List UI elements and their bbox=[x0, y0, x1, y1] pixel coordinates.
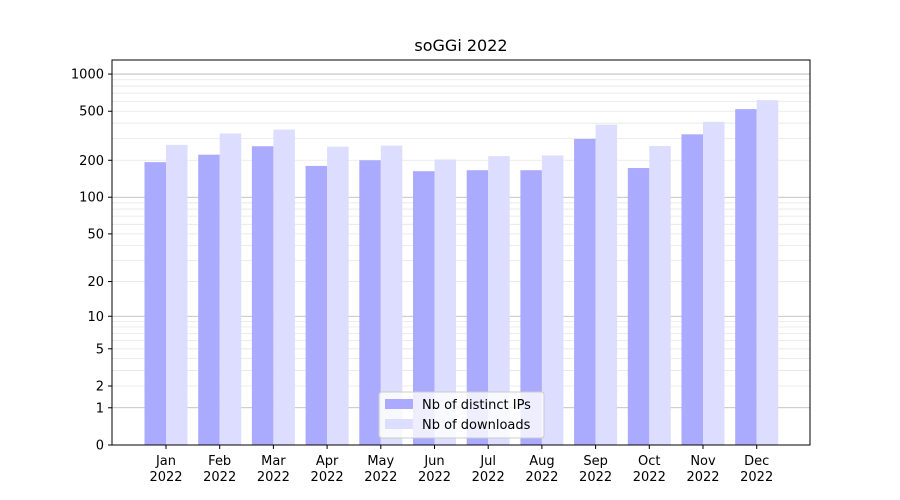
legend-swatch bbox=[385, 399, 413, 409]
bar bbox=[251, 146, 274, 445]
y-tick-label: 10 bbox=[87, 310, 104, 325]
x-axis: Jan 2022 Feb 2022 Mar 2022 Apr 2022 May 2022 Jun 20… bbox=[149, 445, 773, 485]
y-tick-label: 1 bbox=[96, 401, 104, 416]
bar bbox=[541, 155, 564, 445]
bar bbox=[327, 146, 349, 445]
legend-label: Nb of downloads bbox=[422, 418, 531, 433]
y-tick-label: 50 bbox=[87, 227, 104, 242]
y-tick-label: 0 bbox=[96, 439, 104, 454]
x-tick-label: Jul 2022 bbox=[472, 454, 505, 485]
x-tick-label: Nov 2022 bbox=[686, 454, 719, 485]
x-tick-label: May 2022 bbox=[364, 454, 397, 485]
x-tick-label: Sep 2022 bbox=[579, 454, 612, 485]
x-tick-label: Jun 2022 bbox=[418, 454, 451, 485]
x-tick-label: Mar 2022 bbox=[257, 454, 290, 485]
bar bbox=[413, 171, 435, 446]
y-axis: 0 1 2 5 10 20 50 100 200 500 1000 bbox=[71, 68, 112, 454]
bars bbox=[144, 100, 779, 446]
bar bbox=[595, 124, 618, 446]
bar bbox=[627, 168, 650, 445]
bar bbox=[735, 109, 757, 445]
x-tick-label: Dec 2022 bbox=[740, 454, 773, 485]
bar bbox=[466, 170, 489, 445]
y-tick-label: 1000 bbox=[71, 68, 104, 83]
y-tick-label: 5 bbox=[96, 342, 104, 357]
bar bbox=[649, 146, 671, 445]
bar bbox=[144, 162, 166, 445]
chart-title: soGGi 2022 bbox=[414, 36, 507, 55]
bar bbox=[305, 165, 328, 446]
x-tick-label: Jan 2022 bbox=[149, 454, 182, 485]
bar bbox=[434, 159, 456, 445]
legend-label: Nb of distinct IPs bbox=[422, 398, 531, 413]
bar bbox=[703, 121, 725, 445]
bar bbox=[520, 170, 542, 445]
legend-box bbox=[378, 391, 545, 439]
bar bbox=[359, 160, 381, 445]
bar bbox=[273, 129, 295, 445]
x-tick-label: Oct 2022 bbox=[633, 454, 666, 485]
bar bbox=[681, 134, 703, 445]
legend-swatch bbox=[385, 419, 413, 429]
y-tick-label: 100 bbox=[79, 191, 104, 206]
y-tick-label: 200 bbox=[79, 154, 104, 169]
x-tick-label: Feb 2022 bbox=[203, 454, 236, 485]
bar bbox=[488, 156, 510, 446]
y-tick-label: 20 bbox=[87, 275, 104, 290]
y-tick-label: 2 bbox=[96, 380, 104, 395]
bar bbox=[380, 145, 403, 446]
bar bbox=[198, 154, 220, 445]
bar bbox=[219, 133, 242, 445]
bar bbox=[756, 100, 779, 445]
bar bbox=[574, 138, 596, 446]
legend: Nb of distinct IPs Nb of downloads bbox=[378, 391, 545, 439]
x-tick-label: Apr 2022 bbox=[311, 454, 344, 485]
bar bbox=[166, 144, 188, 446]
plot-frame bbox=[111, 59, 811, 446]
y-tick-label: 500 bbox=[79, 105, 104, 120]
x-tick-label: Aug 2022 bbox=[525, 454, 558, 485]
